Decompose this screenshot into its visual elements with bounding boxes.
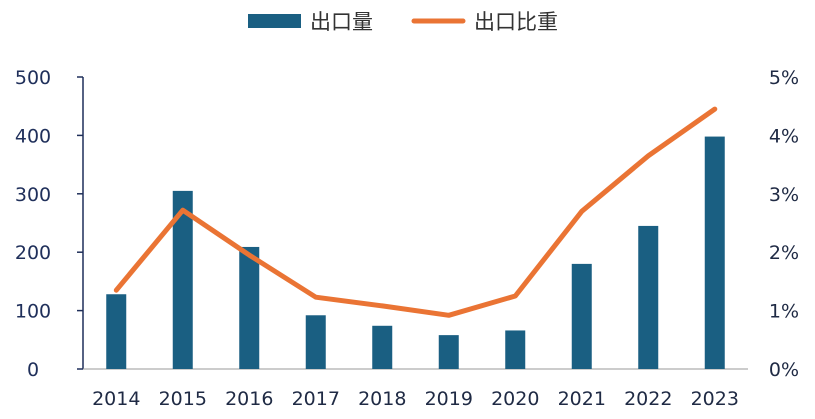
bar-2016: [239, 246, 260, 369]
bar-2019: [438, 335, 459, 369]
left-tick-label: 100: [15, 301, 51, 323]
x-tick-label: 2018: [358, 388, 406, 410]
x-tick-label: 2019: [425, 388, 473, 410]
line-path: [113, 106, 718, 318]
right-tick-label: 1%: [769, 301, 799, 323]
x-axis-ticks: 2014 2015 2016 2017 2018 2019 2020 2021 2022 2023: [92, 388, 739, 410]
x-tick-label: 2020: [491, 388, 539, 410]
bar-2014: [106, 294, 127, 369]
bar-series: [106, 136, 725, 369]
legend-label-line: 出口比重: [474, 10, 558, 34]
x-tick-label: 2022: [624, 388, 672, 410]
x-tick-label: 2021: [558, 388, 606, 410]
x-tick-label: 2014: [92, 388, 140, 410]
left-tick-label: 300: [15, 184, 51, 206]
left-tick-label: 500: [15, 67, 51, 89]
line-series: [113, 106, 718, 318]
x-tick-label: 2016: [225, 388, 273, 410]
bar-2020: [505, 330, 526, 369]
right-tick-label: 2%: [769, 242, 799, 264]
bar-2021: [571, 263, 592, 369]
right-tick-label: 4%: [769, 125, 799, 147]
bar-2017: [305, 315, 326, 369]
legend-label-bar: 出口量: [310, 10, 373, 34]
left-tick-label: 0: [27, 359, 39, 381]
x-tick-label: 2023: [691, 388, 739, 410]
x-tick-label: 2015: [159, 388, 207, 410]
legend-swatch-bar: [248, 14, 301, 28]
bar-2022: [638, 225, 659, 369]
bar-2018: [372, 325, 393, 369]
right-tick-label: 5%: [769, 67, 799, 89]
right-tick-label: 0%: [769, 359, 799, 381]
right-tick-label: 3%: [769, 184, 799, 206]
axes: 0 100 200 300 400 500 0% 1% 2% 3% 4% 5%: [15, 67, 799, 381]
bar-2015: [172, 190, 193, 369]
x-tick-label: 2017: [292, 388, 340, 410]
left-tick-label: 200: [15, 242, 51, 264]
bar-2023: [704, 136, 725, 369]
left-tick-label: 400: [15, 125, 51, 147]
legend: 出口量 出口比重: [248, 10, 558, 34]
